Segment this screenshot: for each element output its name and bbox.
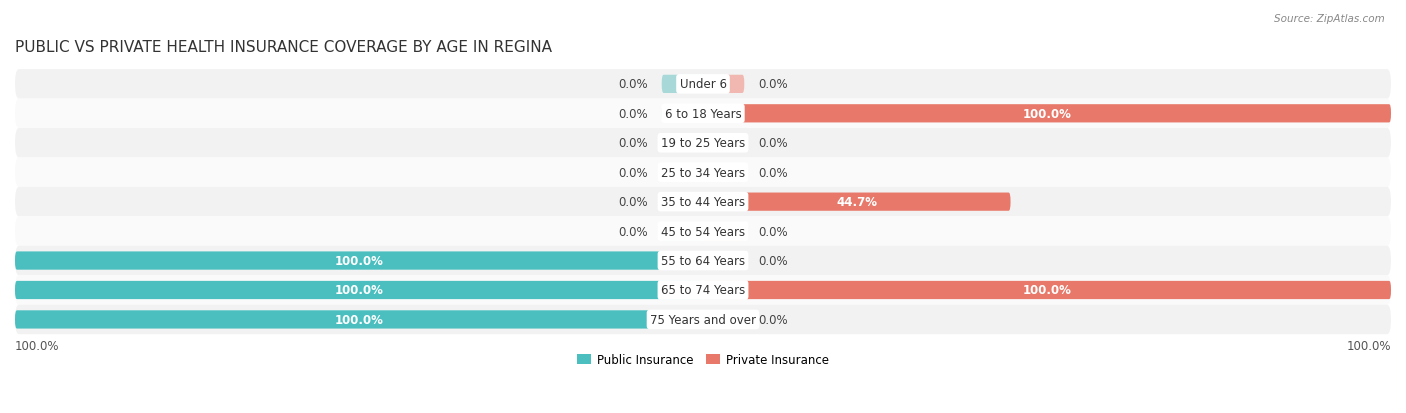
Text: 55 to 64 Years: 55 to 64 Years — [661, 254, 745, 267]
FancyBboxPatch shape — [662, 134, 703, 152]
Text: Under 6: Under 6 — [679, 78, 727, 91]
FancyBboxPatch shape — [703, 252, 744, 270]
FancyBboxPatch shape — [662, 223, 703, 241]
Text: 75 Years and over: 75 Years and over — [650, 313, 756, 326]
Text: 100.0%: 100.0% — [1022, 284, 1071, 297]
FancyBboxPatch shape — [15, 217, 1391, 246]
FancyBboxPatch shape — [15, 246, 1391, 275]
Text: 0.0%: 0.0% — [758, 166, 787, 179]
FancyBboxPatch shape — [703, 134, 744, 152]
Text: 45 to 54 Years: 45 to 54 Years — [661, 225, 745, 238]
Text: 100.0%: 100.0% — [335, 254, 384, 267]
FancyBboxPatch shape — [703, 223, 744, 241]
Text: 44.7%: 44.7% — [837, 196, 877, 209]
Text: 0.0%: 0.0% — [619, 225, 648, 238]
Text: 0.0%: 0.0% — [619, 78, 648, 91]
Text: 0.0%: 0.0% — [619, 196, 648, 209]
Text: 0.0%: 0.0% — [619, 166, 648, 179]
FancyBboxPatch shape — [15, 275, 1391, 305]
Text: 35 to 44 Years: 35 to 44 Years — [661, 196, 745, 209]
FancyBboxPatch shape — [662, 193, 703, 211]
FancyBboxPatch shape — [15, 70, 1391, 100]
Text: 0.0%: 0.0% — [758, 225, 787, 238]
FancyBboxPatch shape — [15, 305, 1391, 335]
FancyBboxPatch shape — [703, 311, 744, 329]
FancyBboxPatch shape — [15, 100, 1391, 129]
Text: 100.0%: 100.0% — [335, 313, 384, 326]
Text: Source: ZipAtlas.com: Source: ZipAtlas.com — [1274, 14, 1385, 24]
FancyBboxPatch shape — [15, 129, 1391, 158]
FancyBboxPatch shape — [15, 311, 703, 329]
FancyBboxPatch shape — [15, 252, 703, 270]
Text: 100.0%: 100.0% — [1347, 339, 1391, 353]
Text: 19 to 25 Years: 19 to 25 Years — [661, 137, 745, 150]
Text: 0.0%: 0.0% — [758, 313, 787, 326]
Text: 6 to 18 Years: 6 to 18 Years — [665, 107, 741, 121]
FancyBboxPatch shape — [15, 281, 703, 299]
FancyBboxPatch shape — [662, 164, 703, 182]
FancyBboxPatch shape — [703, 105, 1391, 123]
FancyBboxPatch shape — [662, 76, 703, 94]
Text: 65 to 74 Years: 65 to 74 Years — [661, 284, 745, 297]
FancyBboxPatch shape — [703, 164, 744, 182]
Legend: Public Insurance, Private Insurance: Public Insurance, Private Insurance — [572, 349, 834, 371]
Text: PUBLIC VS PRIVATE HEALTH INSURANCE COVERAGE BY AGE IN REGINA: PUBLIC VS PRIVATE HEALTH INSURANCE COVER… — [15, 40, 553, 55]
FancyBboxPatch shape — [703, 76, 744, 94]
FancyBboxPatch shape — [703, 193, 1011, 211]
Text: 0.0%: 0.0% — [758, 137, 787, 150]
Text: 25 to 34 Years: 25 to 34 Years — [661, 166, 745, 179]
FancyBboxPatch shape — [662, 105, 703, 123]
FancyBboxPatch shape — [15, 188, 1391, 217]
Text: 0.0%: 0.0% — [758, 254, 787, 267]
Text: 100.0%: 100.0% — [1022, 107, 1071, 121]
Text: 0.0%: 0.0% — [619, 137, 648, 150]
FancyBboxPatch shape — [15, 158, 1391, 188]
Text: 100.0%: 100.0% — [335, 284, 384, 297]
FancyBboxPatch shape — [703, 281, 1391, 299]
Text: 0.0%: 0.0% — [619, 107, 648, 121]
Text: 0.0%: 0.0% — [758, 78, 787, 91]
Text: 100.0%: 100.0% — [15, 339, 59, 353]
